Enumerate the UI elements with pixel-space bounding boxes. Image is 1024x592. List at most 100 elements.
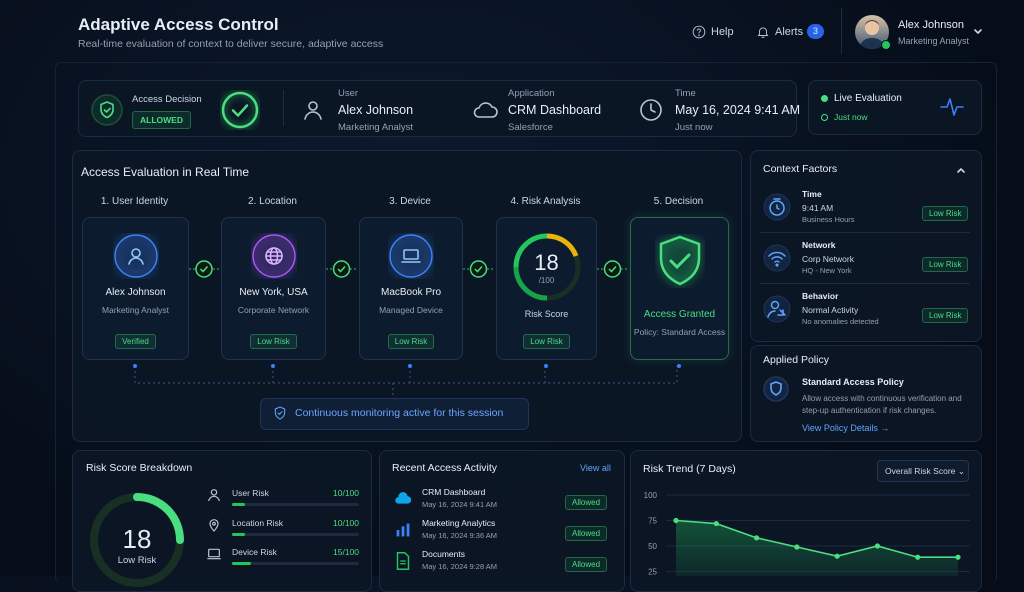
step-name: Access Granted xyxy=(643,309,716,320)
risk-label: User Risk xyxy=(232,488,269,498)
user-name[interactable]: Alex Johnson xyxy=(898,19,965,31)
icon-part xyxy=(401,249,421,263)
breakdown-panel xyxy=(72,450,372,592)
policy-panel xyxy=(750,345,982,442)
step-card: MacBook Pro Managed Device Low Risk xyxy=(359,217,463,360)
risk-bar xyxy=(232,503,245,506)
time-value: May 16, 2024 9:41 AM xyxy=(675,103,801,117)
step-label: 3. Device xyxy=(389,196,431,207)
trend-line xyxy=(675,519,958,559)
trend-point xyxy=(794,544,800,550)
factor-badge: Low Risk xyxy=(922,257,969,272)
allowed-check xyxy=(221,91,259,129)
help-icon[interactable] xyxy=(692,25,706,39)
trend-point xyxy=(753,535,760,541)
decision-icon xyxy=(91,94,123,126)
icon-part xyxy=(513,266,547,301)
context-panel xyxy=(750,150,982,342)
badge-wrap: Low Risk xyxy=(922,254,969,272)
icon-part xyxy=(406,523,410,537)
step-badge: Verified xyxy=(115,334,156,349)
icon-part xyxy=(669,253,690,270)
risk-max: /100 xyxy=(538,276,555,285)
risk-bar xyxy=(232,532,245,536)
status-badge: Allowed xyxy=(565,526,608,541)
icon-part xyxy=(768,251,786,267)
step-detail: Corporate Network xyxy=(237,305,310,315)
step-connector xyxy=(463,260,494,278)
decision-label: Access Decision xyxy=(132,94,202,105)
step-icon xyxy=(251,234,296,278)
trend-selector[interactable]: Overall Risk Score ⌄ xyxy=(877,460,969,482)
policy-name: Standard Access Policy xyxy=(802,377,904,387)
risk-track xyxy=(232,562,359,565)
app-value: CRM Dashboard xyxy=(508,103,602,117)
online-dot xyxy=(881,40,891,50)
clock-icon xyxy=(640,99,662,121)
collapse-chevron[interactable] xyxy=(956,166,966,174)
user-role[interactable]: Marketing Analyst xyxy=(898,36,970,46)
bell-icon[interactable] xyxy=(756,25,770,39)
badge-wrap: Low Risk xyxy=(360,331,462,349)
monitoring-text: Continuous monitoring active for this se… xyxy=(295,407,504,419)
evaluation-title: Access Evaluation in Real Time xyxy=(81,165,250,179)
icon-part xyxy=(210,489,218,496)
divider xyxy=(760,283,970,284)
trend-chart: 25 50 75 100 xyxy=(644,491,970,576)
step-icon xyxy=(389,234,433,278)
app-detail: Salesforce xyxy=(508,122,553,133)
factor-detail: No anomalies detected xyxy=(802,317,879,326)
app-name: CRM Dashboard xyxy=(422,487,486,497)
summary-bar xyxy=(78,80,797,137)
policy-link-text[interactable]: View Policy Details xyxy=(802,423,878,433)
alerts-link[interactable]: Alerts xyxy=(775,26,804,38)
step-label: 1. User Identity xyxy=(100,196,169,207)
step-label: 5. Decision xyxy=(653,196,704,207)
factor-icon xyxy=(763,193,791,221)
icon-part xyxy=(777,309,786,316)
time-detail: Just now xyxy=(675,122,713,133)
icon-part xyxy=(264,247,283,265)
icon-part xyxy=(113,234,158,278)
badge-wrap: Verified xyxy=(83,331,188,349)
icon-part xyxy=(396,552,410,570)
risk-icon xyxy=(207,548,221,560)
trend-point xyxy=(915,554,921,560)
help-link[interactable]: Help xyxy=(711,26,734,38)
step-connector xyxy=(597,260,628,278)
view-all-link[interactable]: View all xyxy=(580,463,611,473)
icon-part xyxy=(195,260,213,278)
trend-point xyxy=(713,520,719,527)
step-icon xyxy=(113,234,158,278)
selector-text[interactable]: Overall Risk Score xyxy=(885,466,956,476)
step-connector xyxy=(189,260,219,278)
icon-part xyxy=(400,560,406,565)
icon-part xyxy=(403,249,419,260)
risk-track xyxy=(232,503,359,506)
step-badge: Low Risk xyxy=(523,334,570,349)
trend-title: Risk Trend (7 Days) xyxy=(643,463,736,475)
live-dot xyxy=(821,95,828,102)
factor-badge: Low Risk xyxy=(922,308,969,323)
step-name: New York, USA xyxy=(239,287,308,298)
step-card: 18/100 Risk Score Low Risk xyxy=(496,217,597,360)
status-badge: Allowed xyxy=(565,557,608,572)
trend-area xyxy=(676,520,958,576)
policy-link[interactable]: View Policy Details → xyxy=(802,423,890,433)
page-title: Adaptive Access Control xyxy=(78,15,279,34)
status-badge: Allowed xyxy=(565,495,608,510)
badge-wrap: Low Risk xyxy=(497,331,596,349)
factor-label: Network xyxy=(802,240,836,250)
step-card: New York, USA Corporate Network Low Risk xyxy=(221,217,326,360)
alerts-count[interactable]: 3 xyxy=(807,24,824,39)
app-icon xyxy=(396,552,410,570)
menu-chevron[interactable] xyxy=(973,28,983,36)
divider xyxy=(283,90,284,126)
icon-part xyxy=(767,310,776,318)
risk-icon xyxy=(209,518,219,532)
risk-label: Device Risk xyxy=(232,547,277,557)
app-label: Application xyxy=(508,88,555,99)
divider xyxy=(760,232,970,233)
